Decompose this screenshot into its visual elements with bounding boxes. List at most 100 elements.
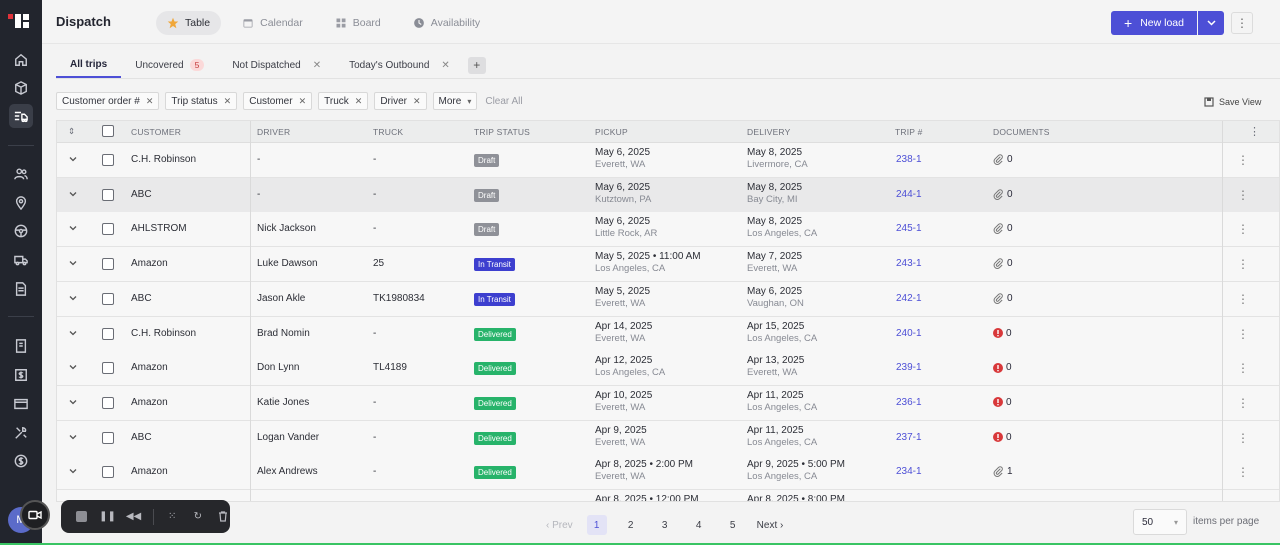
driver-cell[interactable]: Logan Vander	[257, 431, 320, 443]
row-kebab-icon[interactable]: ⋮	[1237, 153, 1249, 167]
truck-cell[interactable]: -	[373, 466, 377, 478]
row-checkbox[interactable]	[102, 327, 114, 340]
package-icon[interactable]	[9, 76, 33, 100]
truck-cell[interactable]: TK1980834	[373, 292, 425, 304]
documents-cell[interactable]: 0	[993, 397, 1012, 408]
driver-cell[interactable]: Katie Jones	[257, 396, 310, 408]
close-icon[interactable]: ✕	[223, 95, 232, 106]
truck-cell[interactable]: 25	[373, 258, 385, 270]
trip-number-link[interactable]: 238-1	[896, 154, 922, 165]
document-icon[interactable]	[9, 277, 33, 301]
documents-cell[interactable]: 0	[993, 293, 1013, 304]
row-checkbox[interactable]	[102, 223, 114, 236]
select-all-checkbox[interactable]	[102, 125, 114, 137]
credit-card-icon[interactable]	[9, 392, 33, 416]
documents-cell[interactable]: 0	[993, 328, 1012, 339]
filter-truck[interactable]: Truck ✕	[318, 92, 369, 110]
next-page-button[interactable]: Next ›	[756, 519, 784, 531]
table-row[interactable]: ABC - - Draft May 6, 2025 Kutztown, PA May 8, …	[57, 177, 1279, 213]
row-kebab-icon[interactable]: ⋮	[1237, 395, 1249, 410]
items-per-page-select[interactable]: 50 ▾	[1133, 509, 1187, 535]
trip-number-link[interactable]: 234-1	[896, 466, 922, 478]
close-icon[interactable]: ✕	[145, 95, 154, 106]
row-kebab-icon[interactable]: ⋮	[1237, 361, 1249, 376]
chevron-down-icon[interactable]	[69, 363, 77, 371]
documents-cell[interactable]	[993, 501, 1006, 502]
row-kebab-icon[interactable]: ⋮	[1237, 500, 1249, 501]
table-row[interactable]: C.H. Robinson - - Draft May 6, 2025 Everett, …	[57, 143, 1279, 178]
close-icon[interactable]: ✕	[354, 95, 363, 106]
chevron-down-icon[interactable]	[69, 224, 77, 232]
pause-icon[interactable]: ❚❚	[99, 511, 116, 522]
column-header-customer[interactable]: CUSTOMER	[131, 127, 182, 137]
save-view-button[interactable]: Save View	[1204, 97, 1261, 107]
table-row[interactable]: ABC Jason Akle TK1980834 In Transit May 5, 2…	[57, 281, 1279, 317]
row-checkbox[interactable]	[102, 292, 114, 305]
table-row[interactable]: Amazon Luke Dawson 25 In Transit May 5, 2025…	[57, 247, 1279, 283]
grid-dots-icon[interactable]: ⁙	[168, 511, 177, 522]
kebab-icon[interactable]: ⋮	[1249, 126, 1261, 138]
documents-cell[interactable]: 0	[993, 258, 1013, 269]
trash-icon[interactable]	[217, 510, 231, 524]
filter-trip-status[interactable]: Trip status ✕	[165, 92, 238, 110]
row-checkbox[interactable]	[102, 396, 114, 409]
tab-todays-outbound[interactable]: Today's Outbound ✕	[335, 52, 464, 78]
truck-icon[interactable]	[9, 248, 33, 272]
row-kebab-icon[interactable]: ⋮	[1237, 257, 1249, 272]
tools-icon[interactable]	[9, 421, 33, 445]
driver-cell[interactable]: Brad Nomin	[257, 327, 310, 339]
tab-not-dispatched[interactable]: Not Dispatched ✕	[218, 52, 335, 78]
page-button[interactable]: 1	[586, 515, 607, 535]
documents-cell[interactable]: 1	[993, 466, 1013, 477]
table-row[interactable]: Amazon Katie Jones - Delivered Apr 10, 2025 E…	[57, 385, 1279, 421]
row-checkbox[interactable]	[102, 154, 114, 166]
close-icon[interactable]: ✕	[298, 95, 307, 106]
chevron-down-icon[interactable]	[69, 294, 77, 302]
trip-number-link[interactable]: 243-1	[896, 258, 922, 270]
filter-driver[interactable]: Driver ✕	[374, 92, 427, 110]
truck-cell[interactable]: -	[373, 223, 377, 235]
tab-calendar[interactable]: Calendar	[231, 11, 314, 35]
column-header-documents[interactable]: DOCUMENTS	[993, 127, 1050, 137]
more-options-button[interactable]: ⋮	[1231, 12, 1253, 34]
column-header-delivery[interactable]: DELIVERY	[747, 127, 791, 137]
chevron-down-icon[interactable]	[69, 155, 77, 163]
column-header-trip-status[interactable]: TRIP STATUS	[474, 127, 531, 137]
truck-cell[interactable]: -	[373, 154, 377, 165]
truck-cell[interactable]: -	[373, 396, 377, 408]
app-logo[interactable]	[8, 11, 34, 31]
home-icon[interactable]	[9, 48, 33, 72]
driver-cell[interactable]: Jason Akle	[257, 292, 306, 304]
tab-availability[interactable]: Availability	[402, 11, 491, 35]
documents-cell[interactable]: 0	[993, 154, 1013, 165]
camera-toggle-button[interactable]	[20, 500, 50, 530]
row-kebab-icon[interactable]: ⋮	[1237, 326, 1249, 341]
prev-page-button[interactable]: ‹ Prev	[546, 519, 573, 531]
chevron-down-icon[interactable]	[69, 190, 77, 198]
rewind-icon[interactable]: ◀◀	[125, 511, 142, 522]
close-icon[interactable]: ✕	[312, 59, 322, 71]
table-row[interactable]: AHLSTROM Nick Jackson - Draft May 6, 2025 Lit…	[57, 212, 1279, 248]
table-row[interactable]: C.H. Robinson Brad Nomin - Delivered Apr 14,…	[57, 316, 1279, 352]
row-kebab-icon[interactable]: ⋮	[1237, 465, 1249, 480]
row-kebab-icon[interactable]: ⋮	[1237, 222, 1249, 237]
row-checkbox[interactable]	[102, 258, 114, 271]
row-checkbox[interactable]	[102, 188, 114, 201]
tab-uncovered[interactable]: Uncovered 5	[121, 52, 218, 78]
tab-all-trips[interactable]: All trips	[56, 52, 122, 78]
trip-number-link[interactable]: 244-1	[896, 188, 922, 200]
tab-board[interactable]: Board	[324, 11, 392, 35]
location-pin-icon[interactable]	[9, 191, 33, 215]
driver-cell[interactable]: Nick Jackson	[257, 223, 316, 235]
filter-customer[interactable]: Customer ✕	[243, 92, 313, 110]
table-row[interactable]: Amazon Alex Andrews - Delivered Apr 8, 2025 …	[57, 455, 1279, 491]
page-button[interactable]: 2	[627, 519, 634, 531]
dispatch-icon[interactable]	[9, 104, 33, 128]
ledger-icon[interactable]	[9, 334, 33, 358]
column-header-driver[interactable]: DRIVER	[257, 127, 291, 137]
truck-cell[interactable]: -	[373, 431, 377, 443]
table-row[interactable]: ABC Logan Vander - Delivered Apr 9, 2025 Ever…	[57, 420, 1279, 456]
documents-cell[interactable]: 0	[993, 432, 1012, 443]
trip-number-link[interactable]: 240-1	[896, 327, 922, 339]
add-tab-button[interactable]: +	[467, 56, 486, 74]
